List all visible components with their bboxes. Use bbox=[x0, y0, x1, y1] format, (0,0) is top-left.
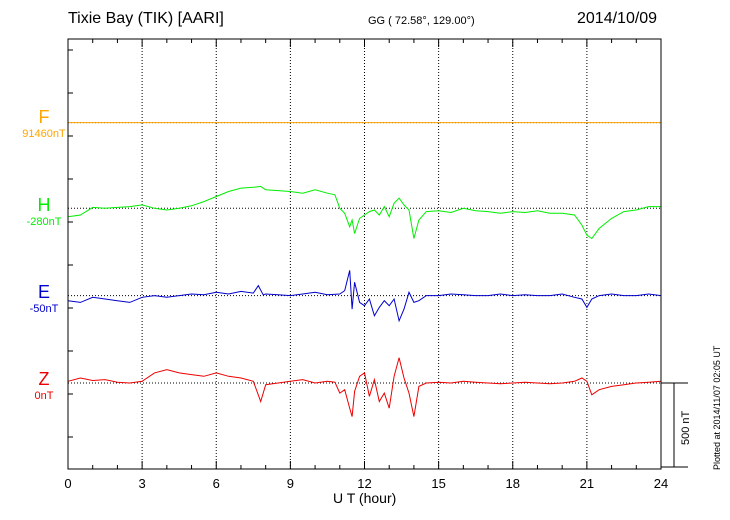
axis-ticks bbox=[67, 39, 662, 469]
scale-bar bbox=[661, 382, 688, 468]
component-label-f: F 91460nT bbox=[9, 107, 79, 141]
plot-frame bbox=[67, 38, 662, 470]
series-line-h bbox=[67, 185, 661, 240]
component-label-z: Z 0nT bbox=[9, 369, 79, 403]
x-tick-labels: 0 3 6 9 12 15 18 21 24 bbox=[64, 476, 668, 491]
plotted-timestamp: Plotted at 2014/11/07 02:05 UT bbox=[712, 345, 722, 470]
component-baseline-e: -50nT bbox=[29, 303, 59, 315]
vertical-gridlines bbox=[141, 39, 588, 469]
component-baseline-f: 91460nT bbox=[22, 128, 66, 140]
component-baseline-h: -280nT bbox=[26, 216, 62, 228]
component-name-h: H bbox=[37, 195, 51, 215]
component-name-e: E bbox=[37, 282, 50, 302]
series-line-e bbox=[67, 270, 662, 323]
x-tick-label-18: 18 bbox=[506, 476, 520, 491]
component-label-h: H -280nT bbox=[9, 195, 79, 229]
station-title: Tixie Bay (TIK) [AARI] bbox=[68, 10, 224, 27]
component-label-e: E -50nT bbox=[9, 282, 79, 316]
x-tick-label-24: 24 bbox=[654, 476, 668, 491]
series-line-z bbox=[67, 357, 662, 417]
x-tick-label-0: 0 bbox=[64, 476, 71, 491]
x-axis-label: U T (hour) bbox=[333, 490, 397, 506]
series-layer bbox=[67, 122, 662, 417]
x-tick-label-9: 9 bbox=[287, 476, 294, 491]
x-tick-label-3: 3 bbox=[139, 476, 146, 491]
station-coordinates: GG ( 72.58°, 129.00°) bbox=[368, 15, 475, 27]
x-tick-label-12: 12 bbox=[357, 476, 371, 491]
x-tick-label-21: 21 bbox=[580, 476, 594, 491]
x-tick-label-15: 15 bbox=[431, 476, 445, 491]
x-tick-label-6: 6 bbox=[213, 476, 220, 491]
scale-bar-label: 500 nT bbox=[680, 410, 692, 445]
component-name-f: F bbox=[38, 107, 50, 127]
plot-date: 2014/10/09 bbox=[577, 10, 658, 27]
component-baseline-z: 0nT bbox=[34, 390, 54, 402]
component-name-z: Z bbox=[38, 369, 50, 389]
